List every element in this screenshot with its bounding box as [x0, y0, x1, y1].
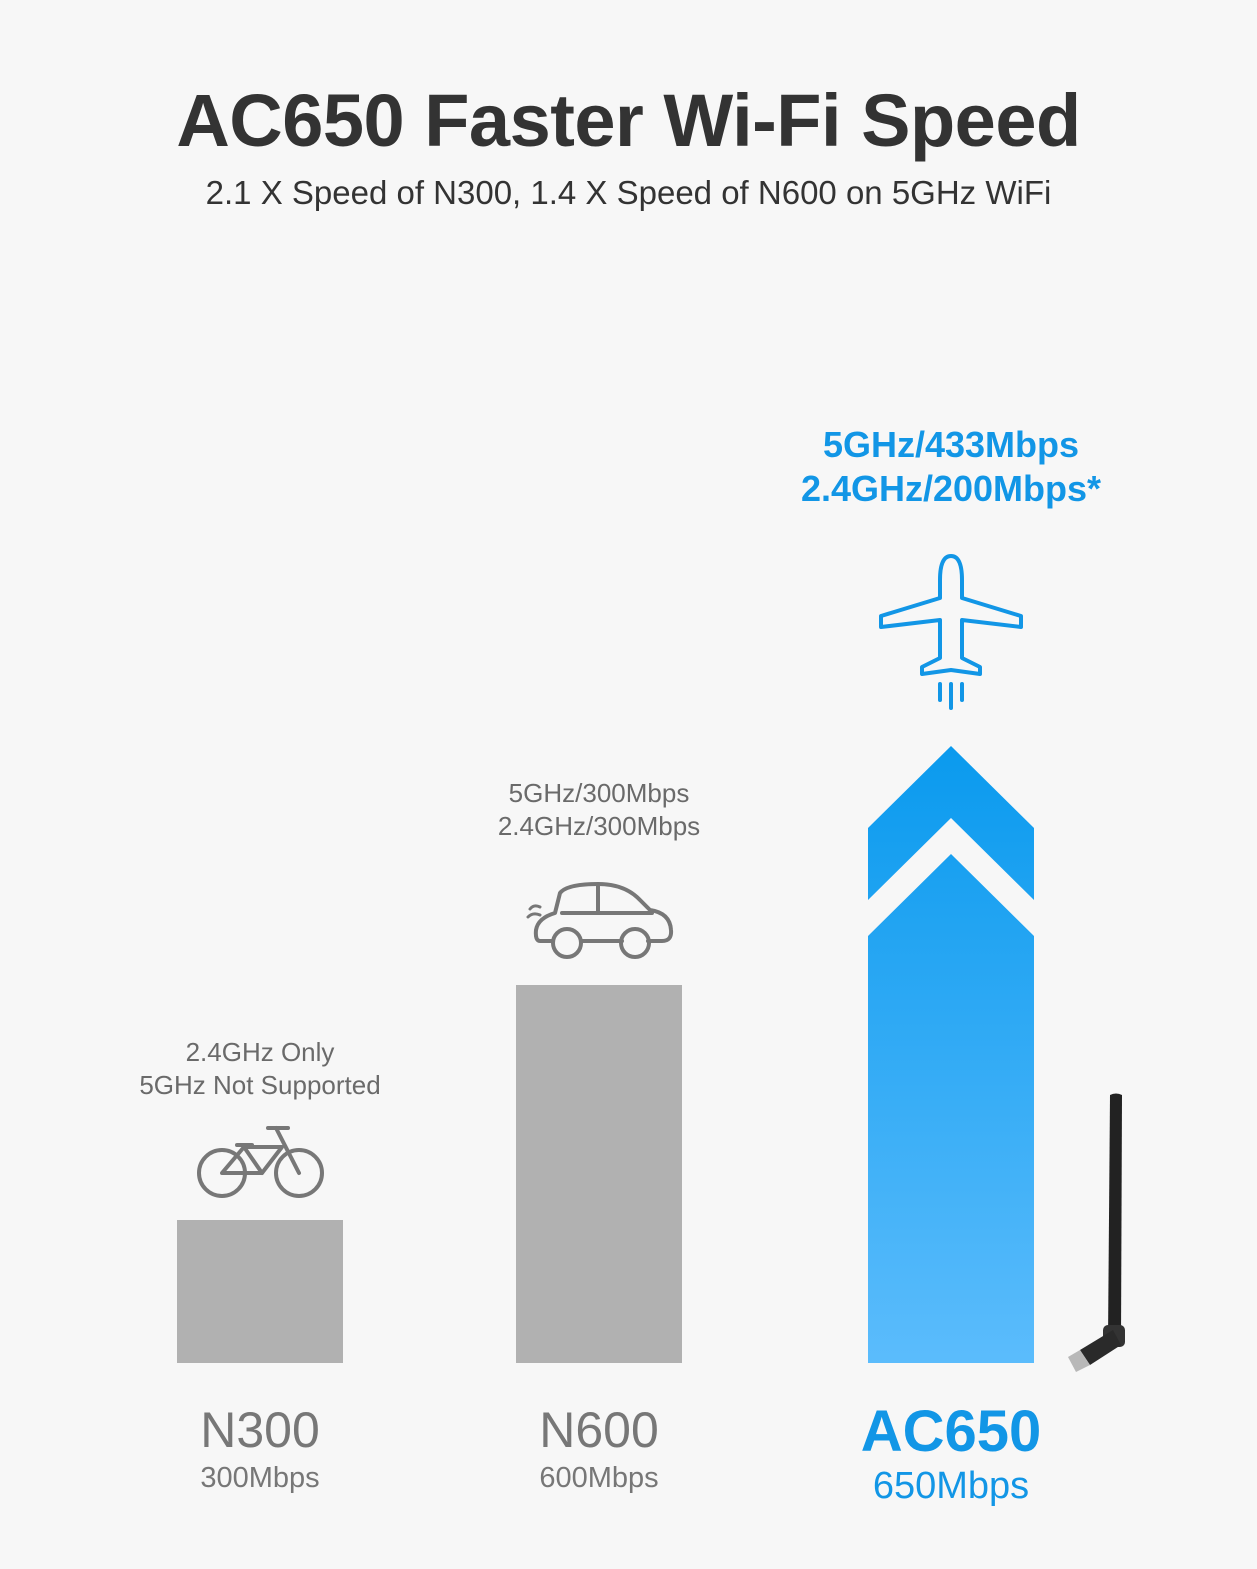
note-ac650-line1: 5GHz/433Mbps — [823, 424, 1079, 465]
category-label-n300: N300 — [200, 1402, 320, 1458]
page-subtitle: 2.1 X Speed of N300, 1.4 X Speed of N600… — [205, 174, 1052, 211]
value-label-ac650: 650Mbps — [873, 1465, 1029, 1507]
bicycle-icon — [197, 1126, 324, 1198]
value-label-n300: 300Mbps — [200, 1462, 319, 1494]
note-n300-line2: 5GHz Not Supported — [139, 1070, 380, 1100]
bar-n300 — [177, 1220, 343, 1363]
page-title: AC650 Faster Wi-Fi Speed — [176, 79, 1081, 162]
note-n300-line1: 2.4GHz Only — [186, 1037, 335, 1067]
car-icon — [526, 882, 674, 959]
bar-ac650-arrow — [868, 746, 1034, 1363]
chevron-divider — [868, 818, 1034, 936]
airplane-icon — [879, 554, 1023, 710]
bar-n600 — [516, 985, 682, 1363]
usb-adapter-illustration — [1068, 1093, 1125, 1372]
category-label-ac650: AC650 — [861, 1399, 1042, 1464]
note-n600-line1: 5GHz/300Mbps — [509, 778, 690, 808]
note-n600-line2: 2.4GHz/300Mbps — [498, 811, 700, 841]
value-label-n600: 600Mbps — [539, 1462, 658, 1494]
category-label-n600: N600 — [539, 1402, 659, 1458]
note-ac650-line2: 2.4GHz/200Mbps* — [801, 468, 1101, 509]
